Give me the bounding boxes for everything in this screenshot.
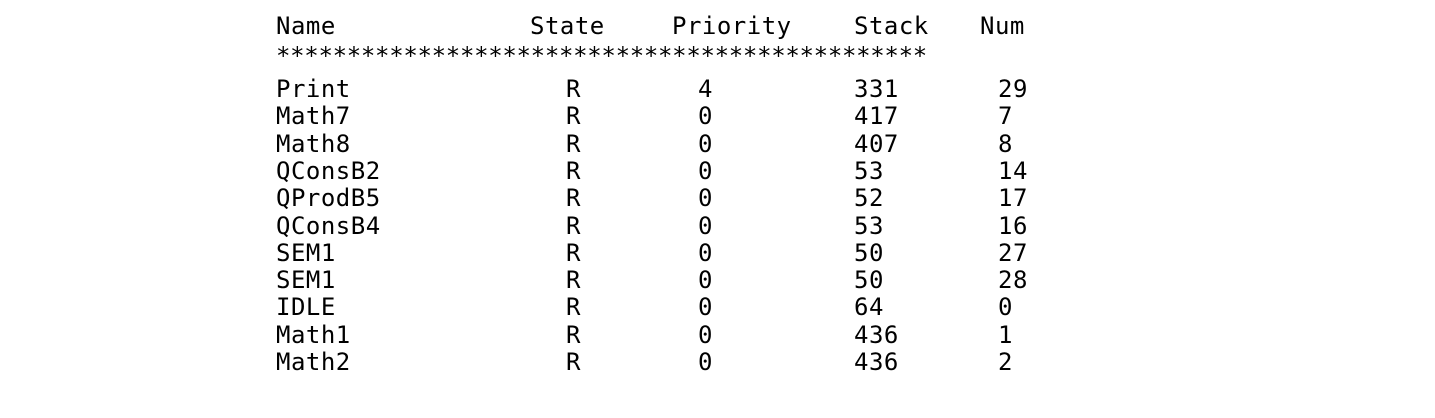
- cell-num: 8: [998, 129, 1013, 158]
- cell-stack: 52: [854, 184, 884, 213]
- header-stack: Stack: [854, 12, 929, 40]
- cell-num: 0: [998, 293, 1013, 322]
- cell-name: IDLE: [276, 293, 336, 322]
- table-row: Print R 4 331 29: [276, 75, 1076, 103]
- header-num: Num: [980, 12, 1025, 40]
- header-separator: ****************************************…: [276, 42, 927, 70]
- cell-priority: 0: [698, 102, 713, 131]
- cell-stack: 417: [854, 102, 899, 131]
- cell-num: 16: [998, 211, 1028, 240]
- cell-num: 17: [998, 184, 1028, 213]
- cell-state: R: [566, 184, 581, 213]
- cell-name: SEM1: [276, 238, 336, 267]
- cell-stack: 64: [854, 293, 884, 322]
- cell-name: QConsB2: [276, 156, 381, 185]
- table-row: IDLE R 0 64 0: [276, 293, 1076, 321]
- header-name: Name: [276, 12, 336, 40]
- cell-stack: 50: [854, 238, 884, 267]
- cell-priority: 4: [698, 75, 713, 103]
- table-row: QConsB2 R 0 53 14: [276, 157, 1076, 185]
- cell-stack: 53: [854, 156, 884, 185]
- cell-num: 7: [998, 102, 1013, 131]
- task-table: Name State Priority Stack Num **********…: [276, 12, 1076, 412]
- cell-priority: 0: [698, 184, 713, 213]
- cell-stack: 407: [854, 129, 899, 158]
- cell-priority: 0: [698, 238, 713, 267]
- header-priority: Priority: [672, 12, 792, 40]
- table-row: Math7 R 0 417 7: [276, 102, 1076, 130]
- cell-priority: 0: [698, 293, 713, 322]
- cell-state: R: [566, 129, 581, 158]
- cell-priority: 0: [698, 266, 713, 295]
- cell-name: Math2: [276, 348, 351, 376]
- cell-priority: 0: [698, 211, 713, 240]
- cell-stack: 331: [854, 75, 899, 103]
- cell-num: 14: [998, 156, 1028, 185]
- cell-state: R: [566, 238, 581, 267]
- cell-name: QConsB4: [276, 211, 381, 240]
- cell-stack: 436: [854, 320, 899, 349]
- table-row: Math8 R 0 407 8: [276, 130, 1076, 158]
- cell-state: R: [566, 348, 581, 376]
- cell-state: R: [566, 320, 581, 349]
- table-row: Math2 R 0 436 2: [276, 348, 1076, 376]
- cell-state: R: [566, 75, 581, 103]
- cell-priority: 0: [698, 156, 713, 185]
- cell-priority: 0: [698, 348, 713, 376]
- cell-stack: 436: [854, 348, 899, 376]
- table-row: SEM1 R 0 50 28: [276, 266, 1076, 294]
- cell-state: R: [566, 293, 581, 322]
- cell-priority: 0: [698, 129, 713, 158]
- cell-num: 28: [998, 266, 1028, 295]
- table-row: QConsB4 R 0 53 16: [276, 212, 1076, 240]
- cell-name: Math7: [276, 102, 351, 131]
- cell-state: R: [566, 102, 581, 131]
- cell-name: SEM1: [276, 266, 336, 295]
- table-row: SEM1 R 0 50 27: [276, 239, 1076, 267]
- header-state: State: [530, 12, 605, 40]
- cell-name: QProdB5: [276, 184, 381, 213]
- cell-stack: 50: [854, 266, 884, 295]
- cell-state: R: [566, 211, 581, 240]
- cell-num: 1: [998, 320, 1013, 349]
- cell-stack: 53: [854, 211, 884, 240]
- cell-num: 29: [998, 75, 1028, 103]
- cell-priority: 0: [698, 320, 713, 349]
- cell-state: R: [566, 156, 581, 185]
- table-row: QProdB5 R 0 52 17: [276, 184, 1076, 212]
- table-row: Math1 R 0 436 1: [276, 321, 1076, 349]
- cell-name: Print: [276, 75, 351, 103]
- cell-num: 27: [998, 238, 1028, 267]
- cell-name: Math1: [276, 320, 351, 349]
- cell-name: Math8: [276, 129, 351, 158]
- cell-num: 2: [998, 348, 1013, 376]
- cell-state: R: [566, 266, 581, 295]
